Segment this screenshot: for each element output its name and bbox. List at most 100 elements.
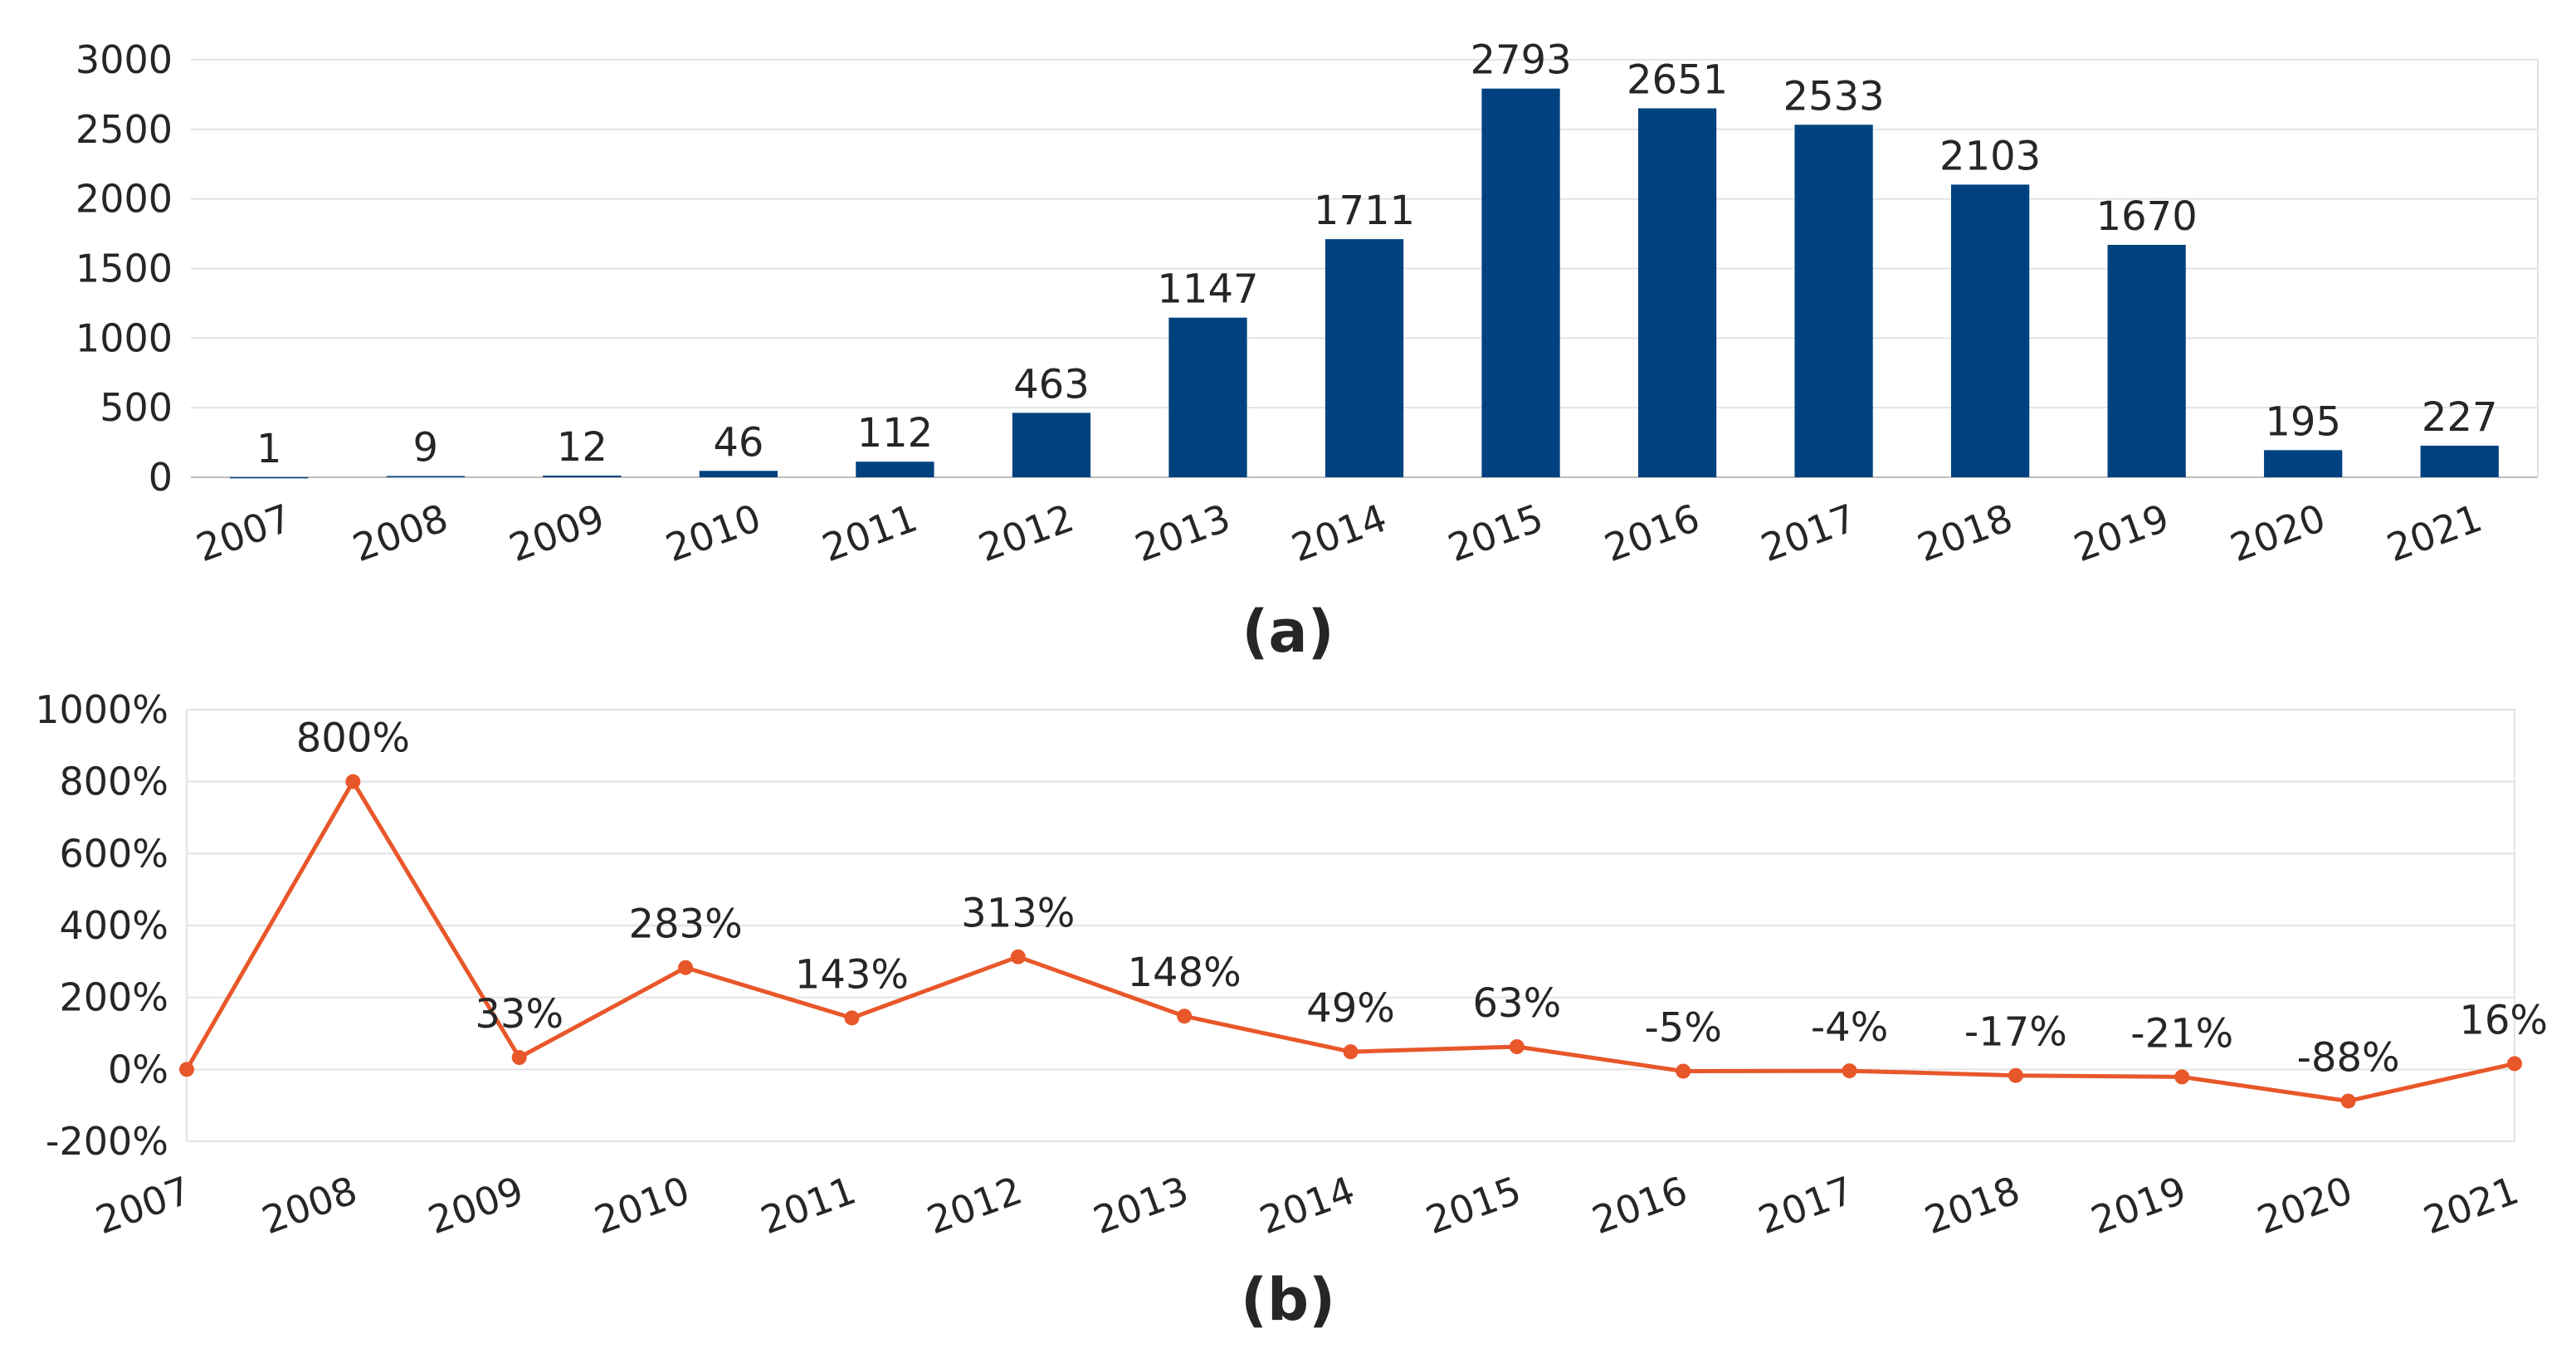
chart-b-x-tick-label: 2017 bbox=[1753, 1168, 1859, 1243]
chart-b-data-label: 33% bbox=[475, 991, 564, 1038]
chart-a-panel-label: (a) bbox=[1242, 598, 1334, 666]
chart-b-point-2015 bbox=[1509, 1039, 1525, 1055]
chart-a-bar-2017 bbox=[1794, 125, 1873, 477]
chart-a-x-tick-label: 2008 bbox=[347, 496, 453, 571]
chart-a-data-label: 195 bbox=[2265, 398, 2341, 445]
chart-a-data-label: 46 bbox=[713, 419, 764, 466]
chart-a-data-label: 2103 bbox=[1939, 133, 2041, 179]
chart-b-y-tick-label: 600% bbox=[59, 831, 168, 876]
chart-b-x-tick-label: 2018 bbox=[1919, 1168, 2025, 1243]
chart-a-x-axis: 2007 2008 2009 2010 2011 2012 2013 2014 2015 2016… bbox=[191, 496, 2488, 571]
chart-b-point-2010 bbox=[678, 960, 694, 975]
chart-b-data-label: -88% bbox=[2297, 1034, 2400, 1081]
chart-a-bar-2011 bbox=[856, 462, 934, 477]
chart-a-bar-2013 bbox=[1168, 317, 1247, 477]
chart-a-y-tick-label: 0 bbox=[149, 455, 173, 500]
chart-b-y-tick-label: 200% bbox=[59, 975, 168, 1020]
chart-b-point-2012 bbox=[1010, 949, 1026, 965]
chart-b-x-tick-label: 2020 bbox=[2252, 1168, 2358, 1243]
chart-b-x-tick-label: 2019 bbox=[2086, 1168, 2192, 1243]
chart-a-x-tick-label: 2013 bbox=[1129, 496, 1236, 571]
chart-a-x-tick-label: 2016 bbox=[1598, 496, 1705, 571]
chart-b-y-tick-label: -200% bbox=[46, 1119, 168, 1164]
chart-a-bar-2008 bbox=[386, 476, 465, 477]
chart-b-data-label: 16% bbox=[2459, 997, 2548, 1043]
chart-a-data-label: 1670 bbox=[2096, 193, 2198, 240]
chart-b-data-label: -17% bbox=[1964, 1009, 2067, 1056]
chart-a-y-tick-label: 2500 bbox=[76, 107, 173, 152]
chart-a-data-label: 12 bbox=[557, 424, 607, 471]
chart-a-data-label: 1 bbox=[256, 426, 282, 472]
chart-a-y-tick-label: 2000 bbox=[76, 177, 173, 222]
chart-b-y-tick-label: 800% bbox=[59, 759, 168, 804]
chart-a-bar-2014 bbox=[1325, 239, 1404, 477]
chart-b-x-tick-label: 2012 bbox=[921, 1168, 1027, 1243]
chart-b-data-label: 148% bbox=[1128, 950, 1242, 996]
chart-a-bar-2009 bbox=[543, 475, 622, 477]
chart-a-data-label: 1147 bbox=[1157, 266, 1258, 313]
chart-a-y-tick-label: 1500 bbox=[76, 247, 173, 291]
chart-b-data-label: -21% bbox=[2130, 1010, 2233, 1057]
chart-a-bar: 0 500 1000 1500 2000 2500 3000 1 9 12 46 112 463 114… bbox=[76, 37, 2539, 666]
chart-b-x-tick-label: 2007 bbox=[90, 1168, 196, 1243]
chart-a-x-tick-label: 2007 bbox=[191, 496, 297, 571]
chart-a-y-tick-label: 500 bbox=[100, 385, 173, 430]
chart-a-bar-2012 bbox=[1012, 413, 1091, 477]
chart-b-x-tick-label: 2016 bbox=[1586, 1168, 1692, 1243]
chart-a-bars bbox=[230, 88, 2499, 479]
chart-a-x-tick-label: 2015 bbox=[1442, 496, 1549, 571]
chart-a-data-label: 1711 bbox=[1314, 188, 1415, 234]
chart-b-point-2018 bbox=[2008, 1067, 2023, 1083]
chart-b-point-2020 bbox=[2340, 1093, 2356, 1109]
chart-b-x-tick-label: 2008 bbox=[256, 1168, 363, 1243]
chart-a-bar-2007 bbox=[230, 476, 309, 479]
chart-b-y-tick-label: 400% bbox=[59, 903, 168, 948]
chart-b-data-label: 143% bbox=[795, 951, 909, 998]
chart-a-y-tick-label: 3000 bbox=[76, 37, 173, 82]
chart-a-bar-2010 bbox=[699, 471, 778, 477]
chart-b-x-tick-label: 2009 bbox=[422, 1168, 529, 1243]
chart-a-data-label: 112 bbox=[857, 410, 934, 457]
chart-b-x-tick-label: 2013 bbox=[1087, 1168, 1193, 1243]
chart-b-y-tick-label: 1000% bbox=[35, 687, 168, 732]
chart-b-point-2014 bbox=[1343, 1044, 1359, 1060]
chart-b-data-label: -4% bbox=[1811, 1004, 1888, 1051]
chart-b-data-label: 800% bbox=[296, 716, 410, 762]
chart-b-gridlines bbox=[186, 709, 2515, 1142]
chart-a-data-label: 227 bbox=[2422, 394, 2498, 441]
chart-a-x-tick-label: 2011 bbox=[817, 496, 923, 571]
chart-b-data-label: 49% bbox=[1306, 985, 1395, 1032]
chart-a-data-label: 9 bbox=[413, 424, 439, 471]
chart-a-x-tick-label: 2009 bbox=[504, 496, 610, 571]
chart-a-y-axis: 0 500 1000 1500 2000 2500 3000 bbox=[76, 37, 173, 500]
chart-b-y-tick-label: 0% bbox=[108, 1047, 168, 1092]
chart-a-bar-2020 bbox=[2264, 450, 2343, 477]
chart-b-point-2008 bbox=[345, 774, 361, 789]
chart-a-bar-2018 bbox=[1951, 184, 2030, 477]
chart-a-bar-2015 bbox=[1481, 88, 1560, 477]
chart-a-data-labels: 1 9 12 46 112 463 1147 1711 2793 2651 2533 2103 1670… bbox=[256, 37, 2498, 472]
chart-b-data-label: 283% bbox=[628, 901, 742, 948]
chart-a-x-tick-label: 2019 bbox=[2068, 496, 2174, 571]
chart-b-y-axis: -200% 0% 200% 400% 600% 800% 1000% bbox=[35, 687, 168, 1164]
chart-a-x-tick-label: 2017 bbox=[1755, 496, 1861, 571]
chart-b-point-2013 bbox=[1177, 1009, 1193, 1024]
chart-a-x-tick-label: 2021 bbox=[2381, 496, 2487, 571]
chart-b-data-label: -5% bbox=[1644, 1005, 1721, 1052]
chart-b-point-2017 bbox=[1842, 1063, 1857, 1079]
chart-b-x-tick-label: 2021 bbox=[2417, 1168, 2524, 1243]
chart-b-x-tick-label: 2011 bbox=[755, 1168, 861, 1243]
chart-b-point-2009 bbox=[511, 1050, 527, 1066]
chart-a-data-label: 2533 bbox=[1783, 73, 1885, 120]
chart-a-x-tick-label: 2014 bbox=[1286, 496, 1392, 571]
chart-b-point-2016 bbox=[1676, 1063, 1691, 1079]
chart-b-x-tick-label: 2010 bbox=[588, 1168, 695, 1243]
chart-a-x-tick-label: 2010 bbox=[660, 496, 766, 571]
chart-a-bar-2019 bbox=[2107, 244, 2186, 477]
chart-a-data-label: 2793 bbox=[1470, 37, 1571, 84]
chart-b-series bbox=[179, 774, 2522, 1109]
chart-a-x-tick-label: 2018 bbox=[1911, 496, 2017, 571]
chart-b-line: -200% 0% 200% 400% 600% 800% 1000% 800% 33% 283%… bbox=[35, 687, 2548, 1334]
chart-a-data-label: 463 bbox=[1013, 361, 1090, 408]
